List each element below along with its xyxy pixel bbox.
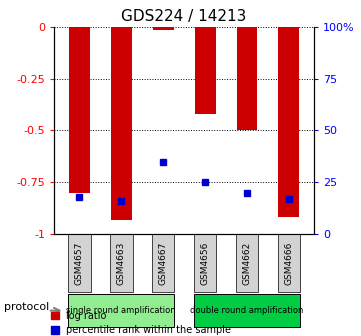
FancyBboxPatch shape xyxy=(194,234,216,292)
Bar xyxy=(195,27,216,114)
FancyBboxPatch shape xyxy=(152,234,174,292)
FancyBboxPatch shape xyxy=(68,234,91,292)
FancyBboxPatch shape xyxy=(194,294,300,327)
Text: protocol: protocol xyxy=(4,302,49,312)
Text: single round amplification: single round amplification xyxy=(66,306,176,315)
Text: GSM4666: GSM4666 xyxy=(284,241,293,285)
Text: GSM4667: GSM4667 xyxy=(158,241,168,285)
Bar xyxy=(111,27,132,219)
Text: GSM4663: GSM4663 xyxy=(117,241,126,285)
FancyBboxPatch shape xyxy=(278,234,300,292)
FancyBboxPatch shape xyxy=(68,294,174,327)
Title: GDS224 / 14213: GDS224 / 14213 xyxy=(121,9,247,24)
Bar xyxy=(69,27,90,193)
Bar xyxy=(153,27,174,30)
Text: double round amplification: double round amplification xyxy=(190,306,304,315)
Bar xyxy=(236,27,257,130)
Text: GSM4662: GSM4662 xyxy=(243,241,252,285)
Text: GSM4656: GSM4656 xyxy=(201,241,210,285)
Bar xyxy=(278,27,299,217)
FancyBboxPatch shape xyxy=(236,234,258,292)
Legend: log ratio, percentile rank within the sample: log ratio, percentile rank within the sa… xyxy=(47,307,235,336)
Text: GSM4657: GSM4657 xyxy=(75,241,84,285)
FancyBboxPatch shape xyxy=(110,234,132,292)
